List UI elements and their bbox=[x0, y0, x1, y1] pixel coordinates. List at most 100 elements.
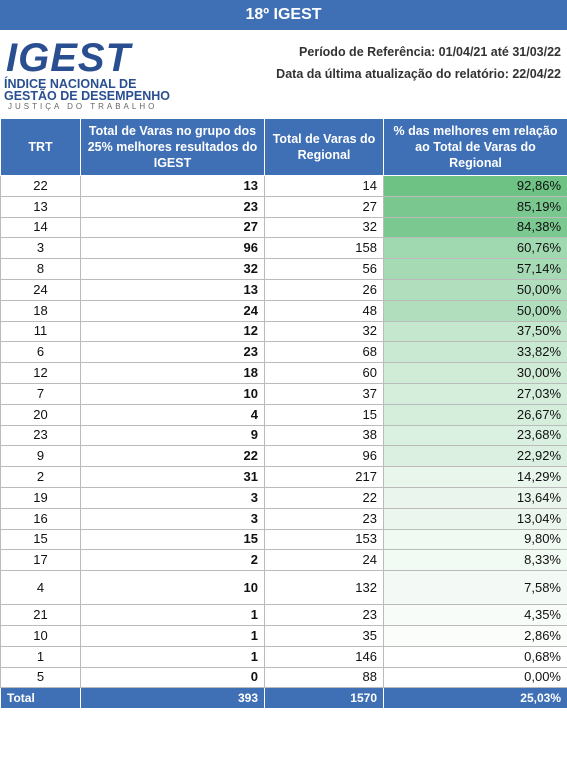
last-update: Data da última atualização do relatório:… bbox=[276, 67, 561, 81]
total-cell: 88 bbox=[264, 666, 384, 689]
table-row: 15 15 153 9,80% bbox=[0, 528, 567, 551]
table-row: 19 3 22 13,64% bbox=[0, 486, 567, 509]
trt-cell: 17 bbox=[0, 549, 81, 572]
trt-cell: 24 bbox=[0, 278, 81, 301]
total-cell: 48 bbox=[264, 299, 384, 322]
table-row: 12 18 60 30,00% bbox=[0, 362, 567, 384]
logo-brand: IGEST bbox=[6, 36, 132, 80]
pct-cell: 33,82% bbox=[383, 341, 567, 364]
col-header-total: Total de Varas do Regional bbox=[264, 118, 384, 176]
igest-logo: IGEST ÍNDICE NACIONAL DE GESTÃO DE DESEM… bbox=[2, 38, 202, 112]
total-cell: 27 bbox=[264, 195, 384, 218]
pct-cell: 8,33% bbox=[383, 549, 567, 572]
table-row: 7 10 37 27,03% bbox=[0, 382, 567, 405]
trt-cell: 2 bbox=[0, 466, 81, 488]
total-row: Total 393 1570 25,03% bbox=[0, 687, 567, 710]
table-row: 4 10 132 7,58% bbox=[0, 570, 567, 606]
trt-cell: 20 bbox=[0, 403, 81, 426]
logo-line-2: GESTÃO DE DESEMPENHO bbox=[4, 89, 170, 103]
total-total: 1570 bbox=[264, 687, 384, 710]
total-cell: 146 bbox=[264, 645, 384, 668]
total-cell: 23 bbox=[264, 604, 384, 626]
trt-cell: 18 bbox=[0, 299, 81, 322]
top-cell: 1 bbox=[80, 645, 265, 668]
table-row: 17 2 24 8,33% bbox=[0, 549, 567, 572]
trt-cell: 11 bbox=[0, 320, 81, 343]
total-label: Total bbox=[0, 687, 81, 710]
top-cell: 23 bbox=[80, 195, 265, 218]
trt-cell: 14 bbox=[0, 216, 81, 239]
table-row: 10 1 35 2,86% bbox=[0, 624, 567, 647]
results-table: TRT Total de Varas no grupo dos 25% melh… bbox=[0, 118, 567, 710]
total-top: 393 bbox=[80, 687, 265, 710]
pct-cell: 92,86% bbox=[383, 175, 567, 197]
pct-cell: 84,38% bbox=[383, 216, 567, 239]
trt-cell: 10 bbox=[0, 624, 81, 647]
total-cell: 24 bbox=[264, 549, 384, 572]
table-row: 20 4 15 26,67% bbox=[0, 403, 567, 426]
table-row: 8 32 56 57,14% bbox=[0, 258, 567, 280]
table-row: 16 3 23 13,04% bbox=[0, 507, 567, 530]
trt-cell: 19 bbox=[0, 486, 81, 509]
pct-cell: 13,04% bbox=[383, 507, 567, 530]
pct-cell: 30,00% bbox=[383, 362, 567, 384]
table-row: 2 31 217 14,29% bbox=[0, 466, 567, 488]
trt-cell: 12 bbox=[0, 362, 81, 384]
table-row: 22 13 14 92,86% bbox=[0, 175, 567, 197]
total-cell: 68 bbox=[264, 341, 384, 364]
trt-cell: 13 bbox=[0, 195, 81, 218]
total-cell: 23 bbox=[264, 507, 384, 530]
table-row: 13 23 27 85,19% bbox=[0, 195, 567, 218]
trt-cell: 7 bbox=[0, 382, 81, 405]
table-row: 14 27 32 84,38% bbox=[0, 216, 567, 239]
top-cell: 3 bbox=[80, 507, 265, 530]
total-cell: 217 bbox=[264, 466, 384, 488]
top-cell: 1 bbox=[80, 604, 265, 626]
pct-cell: 37,50% bbox=[383, 320, 567, 343]
pct-cell: 26,67% bbox=[383, 403, 567, 426]
trt-cell: 1 bbox=[0, 645, 81, 668]
trt-cell: 4 bbox=[0, 570, 81, 606]
trt-cell: 23 bbox=[0, 424, 81, 447]
pct-cell: 57,14% bbox=[383, 258, 567, 280]
total-cell: 60 bbox=[264, 362, 384, 384]
total-cell: 158 bbox=[264, 237, 384, 260]
total-cell: 153 bbox=[264, 528, 384, 551]
pct-cell: 27,03% bbox=[383, 382, 567, 405]
pct-cell: 60,76% bbox=[383, 237, 567, 260]
report-meta: Período de Referência: 01/04/21 até 31/0… bbox=[276, 41, 561, 85]
top-cell: 22 bbox=[80, 445, 265, 468]
top-cell: 15 bbox=[80, 528, 265, 551]
top-cell: 10 bbox=[80, 382, 265, 405]
pct-cell: 14,29% bbox=[383, 466, 567, 488]
top-cell: 13 bbox=[80, 175, 265, 197]
trt-cell: 22 bbox=[0, 175, 81, 197]
total-cell: 56 bbox=[264, 258, 384, 280]
logo-line-1: ÍNDICE NACIONAL DE bbox=[4, 77, 137, 91]
pct-cell: 9,80% bbox=[383, 528, 567, 551]
table-row: 1 1 146 0,68% bbox=[0, 645, 567, 668]
table-row: 23 9 38 23,68% bbox=[0, 424, 567, 447]
total-cell: 22 bbox=[264, 486, 384, 509]
total-pct: 25,03% bbox=[383, 687, 567, 710]
total-cell: 15 bbox=[264, 403, 384, 426]
total-cell: 32 bbox=[264, 216, 384, 239]
table-row: 3 96 158 60,76% bbox=[0, 237, 567, 260]
top-cell: 13 bbox=[80, 278, 265, 301]
table-row: 5 0 88 0,00% bbox=[0, 666, 567, 689]
col-header-pct: % das melhores em relação ao Total de Va… bbox=[383, 118, 567, 176]
pct-cell: 85,19% bbox=[383, 195, 567, 218]
trt-cell: 3 bbox=[0, 237, 81, 260]
logo-line-3: JUSTIÇA DO TRABALHO bbox=[8, 102, 158, 111]
top-cell: 18 bbox=[80, 362, 265, 384]
total-cell: 37 bbox=[264, 382, 384, 405]
col-header-top: Total de Varas no grupo dos 25% melhores… bbox=[80, 118, 265, 176]
top-cell: 9 bbox=[80, 424, 265, 447]
pct-cell: 0,68% bbox=[383, 645, 567, 668]
trt-cell: 8 bbox=[0, 258, 81, 280]
top-cell: 1 bbox=[80, 624, 265, 647]
table-row: 9 22 96 22,92% bbox=[0, 445, 567, 468]
trt-cell: 9 bbox=[0, 445, 81, 468]
top-cell: 24 bbox=[80, 299, 265, 322]
total-cell: 14 bbox=[264, 175, 384, 197]
